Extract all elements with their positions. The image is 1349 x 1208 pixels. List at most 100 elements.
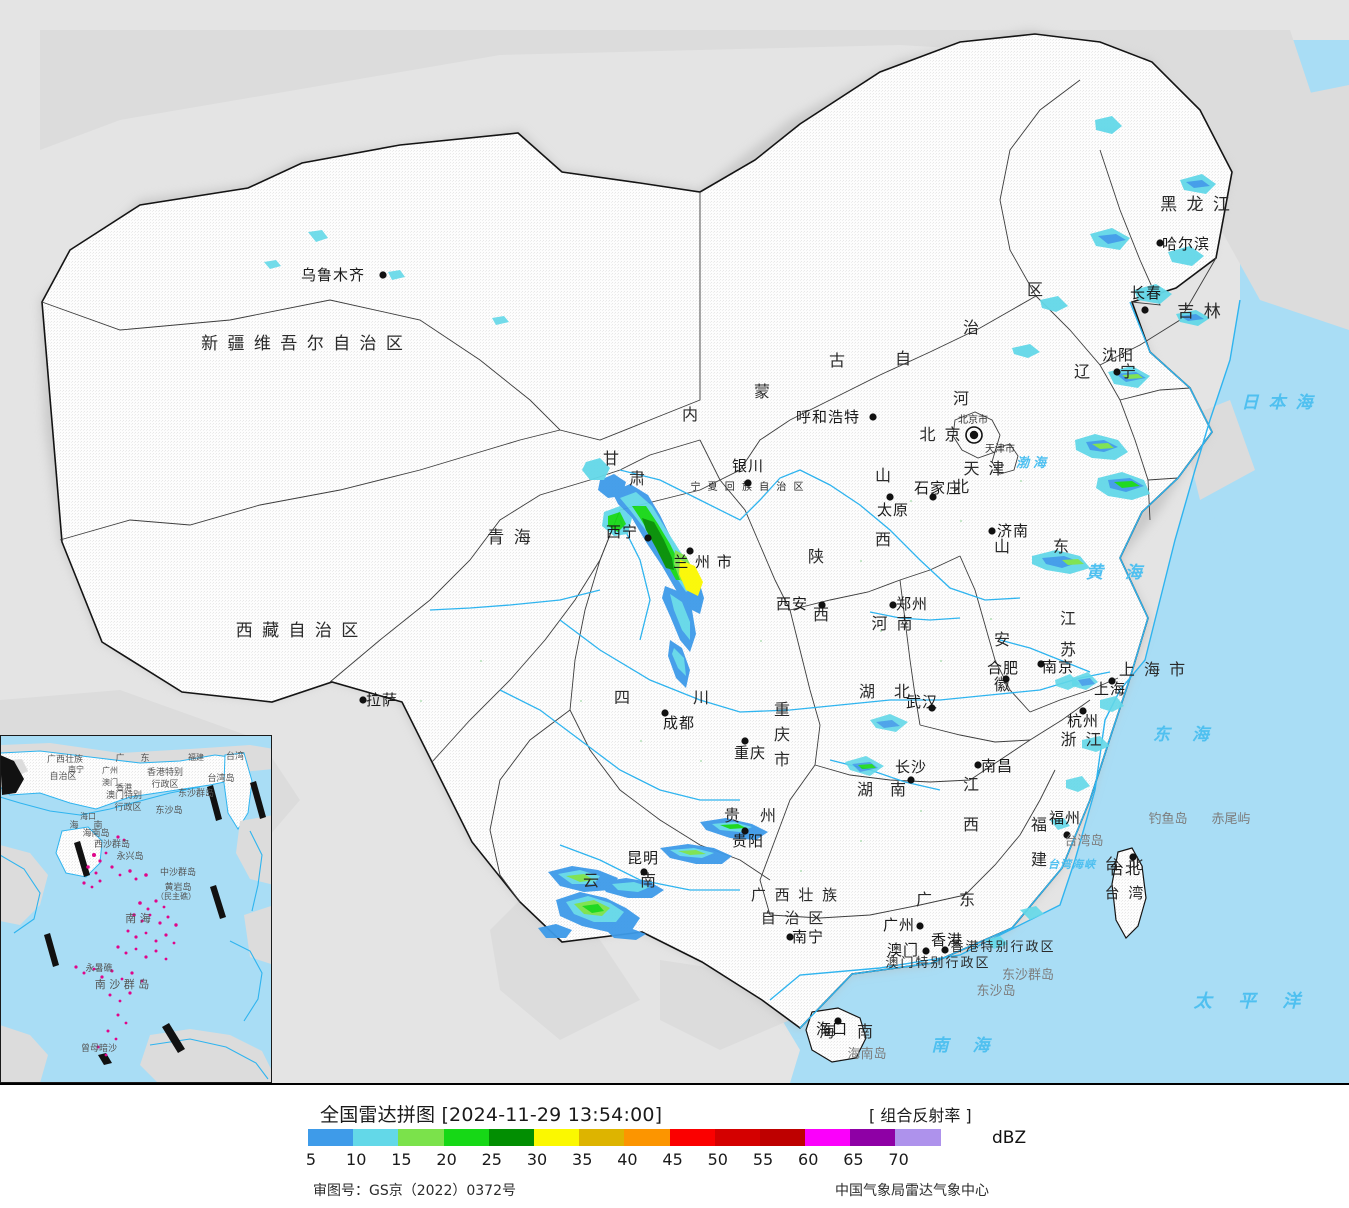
map-title: 全国雷达拼图 [2024-11-29 13:54:00] [320, 1104, 663, 1126]
province-label-7: 古 [829, 351, 847, 370]
coastline-layer [769, 299, 1241, 1029]
province-label-44: 自 治 区 [761, 909, 826, 927]
inset-label-13: 台湾 [226, 750, 244, 762]
sea-label-2: 渤海 [1016, 455, 1050, 471]
city-dot-南宁 [786, 933, 794, 941]
colorbar-tick-65: 65 [843, 1150, 864, 1169]
province-label-43: 广 西 壮 族 [751, 886, 839, 904]
south-china-sea-inset[interactable]: 广西壮族 自治区 南宁 广 东广州 澳门 香港 香港特别 行政区 澳门特别 行政区 福建 台湾 台湾岛 东沙… [0, 735, 272, 1083]
city-label-澳门: 澳门 [887, 941, 919, 959]
inset-label-20: 海南岛 [82, 827, 109, 839]
island-label-2: 台湾岛 [1064, 833, 1103, 849]
city-dot-银川 [744, 479, 752, 487]
city-label-广州: 广州 [883, 916, 915, 934]
capital-marker-beijing [965, 426, 983, 444]
province-label-52: 宁 [1120, 362, 1138, 381]
radar-map-canvas[interactable]: 日本海黄 海渤海东 海太 平 洋南 海台湾海峡 新 疆 维 吾 尔 自 治 区西… [0, 0, 1349, 1083]
province-label-23: 安 [994, 630, 1012, 649]
inset-label-14: 台湾岛 [207, 772, 234, 784]
province-label-34: 四 [614, 688, 632, 707]
province-label-53: 上 海 市 [1119, 660, 1187, 679]
province-label-26: 北 [894, 682, 912, 701]
city-dot-济南 [988, 527, 996, 535]
city-dot-上海 [1108, 677, 1116, 685]
city-label-南京: 南京 [1042, 658, 1074, 676]
inset-label-27: 永暑礁 [85, 962, 112, 974]
inset-label-16: 东沙岛 [155, 804, 182, 816]
province-label-51: 辽 [1074, 362, 1092, 381]
city-label-福州: 福州 [1049, 809, 1081, 827]
province-label-39: 贵 [724, 806, 742, 825]
inset-label-25: （民主礁） [156, 891, 196, 901]
province-label-58: 香港特别行政区 [950, 940, 1055, 955]
province-label-21: 江 [1060, 609, 1078, 628]
city-dot-拉萨 [359, 696, 367, 704]
inset-label-5: 广州 [102, 765, 118, 775]
city-label-呼和浩特: 呼和浩特 [796, 408, 860, 426]
city-label-石家庄: 石家庄 [914, 479, 962, 497]
province-label-47: 海 [819, 1022, 837, 1041]
municipality-label-0: 北京市 [958, 413, 988, 426]
colorbar-tick-55: 55 [752, 1150, 774, 1169]
city-dot-沈阳 [1113, 368, 1121, 376]
province-label-25: 湖 [859, 682, 877, 701]
inset-label-1: 自治区 [49, 770, 76, 782]
inset-label-18: 海 [69, 819, 78, 831]
city-label-贵阳: 贵阳 [732, 832, 764, 850]
province-label-5: 内 [682, 405, 700, 424]
province-label-45: 广 [916, 890, 934, 909]
island-label-4: 东沙岛 [976, 983, 1015, 999]
city-dot-长沙 [907, 776, 915, 784]
island-label-0: 钓鱼岛 [1148, 811, 1187, 827]
colorbar-swatch-5 [533, 1129, 580, 1146]
city-dot-哈尔滨 [1156, 239, 1164, 247]
province-label-28: 南 [890, 780, 908, 799]
city-dot-武汉 [928, 704, 936, 712]
province-label-8: 自 [895, 349, 913, 368]
province-label-11: 宁 夏 回 族 自 治 区 [690, 480, 805, 493]
province-label-0: 新 疆 维 吾 尔 自 治 区 [201, 334, 405, 354]
city-label-长春: 长春 [1130, 284, 1162, 302]
colorbar-swatch-11 [805, 1129, 851, 1146]
province-label-22: 苏 [1060, 640, 1078, 659]
province-label-6: 蒙 [754, 382, 772, 401]
city-dot-乌鲁木齐 [379, 271, 387, 279]
colorbar-tick-labels: 5 10 15 20 25 30 35 40 45 50 55 60 65 70 [306, 1150, 1008, 1170]
province-label-9: 治 [963, 318, 981, 337]
province-label-29: 浙 江 [1060, 730, 1103, 749]
province-label-13: 西 [813, 605, 831, 624]
province-label-37: 庆 [774, 725, 792, 744]
colorbar-swatch-3 [443, 1129, 489, 1146]
city-label-海口: 海口 [816, 1020, 848, 1038]
city-dot-成都 [661, 709, 669, 717]
colorbar-tick-70: 70 [888, 1150, 909, 1169]
city-label-乌鲁木齐: 乌鲁木齐 [301, 266, 365, 284]
city-dot-郑州 [889, 601, 897, 609]
city-dot-昆明 [640, 868, 648, 876]
province-label-4: 肃 [629, 469, 647, 488]
city-label-合肥: 合肥 [987, 659, 1019, 677]
inset-label-9: 行政区 [151, 778, 178, 790]
sea-label-6: 台湾海峡 [1048, 858, 1097, 871]
colorbar-tick-15: 15 [391, 1150, 412, 1169]
colorbar-swatch-12 [850, 1129, 896, 1146]
inset-label-28: 南 沙 群 岛 [95, 977, 150, 991]
province-label-18: 山 [994, 537, 1012, 556]
province-label-50: 吉 林 [1177, 302, 1222, 322]
ocean-layer [770, 40, 1349, 1083]
province-label-33: 建 [1031, 850, 1049, 869]
product-type-label: [ 组合反射率 ] [869, 1106, 972, 1125]
reflectivity-colorbar[interactable] [308, 1129, 941, 1146]
colorbar-unit-label: dBZ [992, 1128, 1027, 1148]
city-dot-杭州 [1079, 707, 1087, 715]
city-label-成都: 成都 [663, 714, 695, 732]
city-label-郑州: 郑州 [896, 595, 928, 613]
province-label-35: 川 [693, 688, 711, 707]
sea-label-0: 日本海 [1242, 393, 1323, 413]
province-labels: 新 疆 维 吾 尔 自 治 区西 藏 自 治 区 青 海 甘肃 内 蒙 古 自 治 区宁 夏 回… [201, 195, 1230, 1041]
city-dot-太原 [886, 493, 894, 501]
colorbar-tick-45: 45 [662, 1150, 683, 1169]
issuing-agency: 中国气象局雷达气象中心 [835, 1183, 989, 1199]
